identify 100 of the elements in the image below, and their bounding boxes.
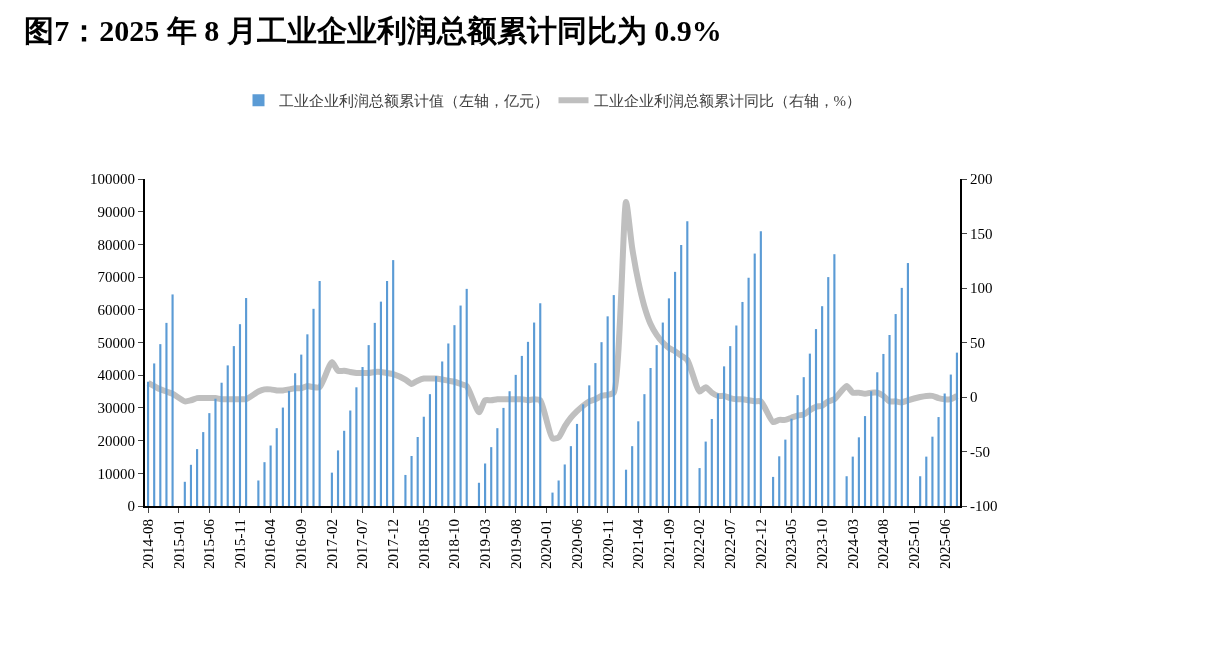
bar [318, 281, 321, 506]
bar [226, 365, 229, 506]
bar [790, 418, 793, 506]
bar [373, 322, 376, 506]
bar [814, 329, 818, 506]
bar [827, 277, 830, 506]
bar [802, 377, 805, 506]
x-tick-label: 2015-06 [201, 518, 218, 569]
x-tick-label: 2018-05 [415, 519, 432, 569]
bar [453, 325, 456, 506]
y-tick-label: 100000 [90, 171, 135, 188]
bar [232, 346, 235, 506]
bar [710, 419, 713, 506]
x-tick-label: 2023-05 [783, 519, 800, 569]
x-tick-label: 2016-09 [293, 519, 310, 569]
bar [183, 481, 186, 506]
bar [649, 368, 652, 506]
x-tick-label: 2022-07 [722, 518, 739, 569]
bar [882, 353, 885, 506]
bar [330, 472, 333, 506]
bar [667, 298, 670, 506]
bar [955, 352, 959, 506]
bar [245, 298, 248, 506]
x-tick-label: 2019-03 [476, 519, 493, 569]
bar [349, 410, 352, 506]
bar [477, 482, 481, 506]
bar [220, 382, 223, 506]
bar [361, 367, 364, 506]
bar [631, 446, 634, 506]
bar [551, 492, 554, 506]
y2-tick-label: 50 [970, 334, 985, 351]
y-tick-label: 50000 [97, 334, 135, 351]
bar [416, 437, 419, 506]
legend-label: 工业企业利润总额累计值（左轴，亿元） [278, 93, 549, 110]
bar [698, 468, 701, 506]
y-tick-label: 60000 [97, 302, 135, 319]
bar [925, 456, 928, 506]
bar [520, 355, 523, 506]
bar [821, 306, 824, 506]
bar [876, 372, 879, 506]
bar [759, 231, 762, 506]
bar [563, 464, 566, 506]
bar [385, 281, 389, 506]
bar [257, 480, 260, 506]
y2-tick-label: -100 [970, 498, 998, 515]
bar [441, 361, 444, 506]
bar [575, 423, 579, 506]
x-tick-label: 2020-11 [599, 519, 616, 569]
bar [655, 345, 658, 506]
bar [600, 342, 603, 506]
bar [502, 407, 505, 506]
bar [949, 374, 952, 506]
bar [796, 395, 799, 506]
x-tick-label: 2020-01 [538, 519, 555, 569]
bar [208, 413, 211, 506]
y2-tick-label: -50 [970, 443, 990, 460]
bar [569, 446, 572, 506]
x-tick-label: 2024-03 [844, 519, 861, 569]
bar [312, 308, 315, 506]
bar [263, 462, 266, 506]
bar [594, 363, 597, 506]
bar [269, 445, 272, 506]
bar [851, 456, 854, 506]
bar [496, 428, 499, 506]
bar [165, 322, 168, 506]
bar [428, 394, 432, 506]
bar [171, 294, 174, 506]
bar [153, 363, 156, 506]
x-tick-label: 2017-12 [385, 519, 402, 569]
bar [624, 469, 628, 506]
bar [888, 334, 891, 506]
bar [238, 324, 242, 506]
y-tick-label: 30000 [97, 400, 135, 417]
bar [367, 345, 370, 506]
bar [343, 430, 346, 506]
bar [900, 287, 903, 506]
y-tick-label: 70000 [97, 269, 135, 286]
bar [931, 436, 934, 506]
x-tick-label: 2019-08 [507, 519, 524, 569]
bar [159, 344, 162, 506]
y2-tick-label: 150 [970, 225, 993, 242]
bar [214, 398, 217, 506]
bar [612, 295, 615, 506]
x-tick-label: 2023-10 [813, 519, 830, 569]
bar [747, 277, 750, 506]
bar [435, 376, 438, 506]
bar [704, 441, 707, 506]
legend-label: 工业企业利润总额累计同比（右轴，%） [593, 93, 861, 110]
bar [845, 476, 848, 506]
bar [863, 416, 867, 506]
x-tick-label: 2022-02 [691, 519, 708, 569]
bar [741, 301, 744, 506]
x-tick-label: 2025-01 [905, 519, 922, 569]
x-tick-label: 2025-06 [936, 518, 953, 569]
bar [526, 341, 530, 506]
y-tick-label: 0 [127, 498, 135, 515]
bar [753, 253, 756, 506]
bar [661, 322, 664, 506]
bar [392, 260, 395, 506]
bar [355, 387, 358, 506]
